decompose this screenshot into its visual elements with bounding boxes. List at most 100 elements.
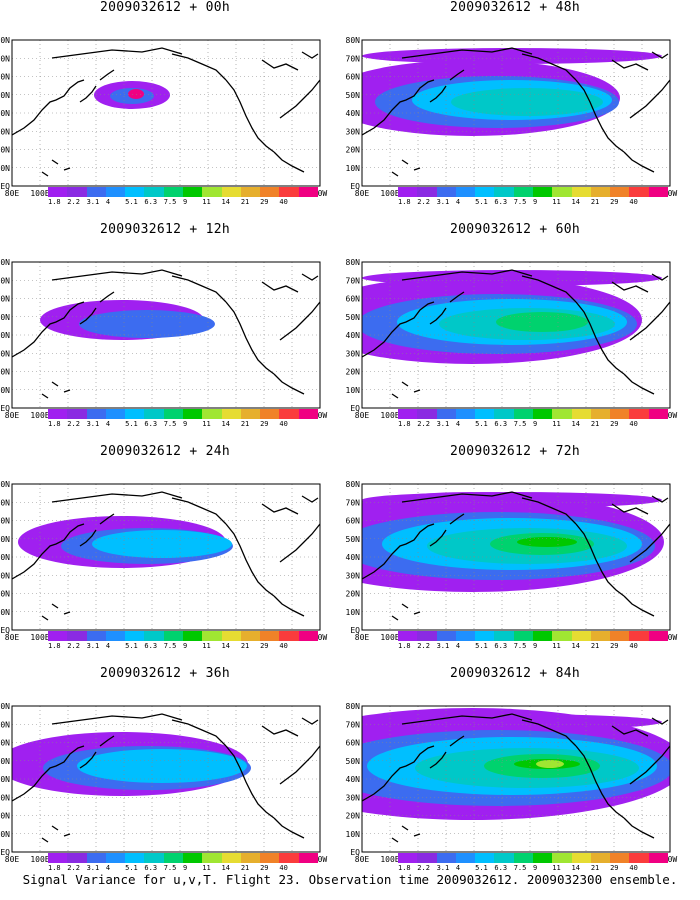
lon-label: 100E	[30, 411, 49, 420]
colorbar-swatch	[86, 409, 106, 419]
colorbar-swatch	[298, 187, 318, 197]
lon-label: 80E	[355, 855, 370, 864]
colorbar: 1.8 2.2 3.1 4 5.1 6.3 7.5 9 11 14 21 29 40	[398, 631, 668, 653]
coastline	[611, 717, 669, 737]
colorbar-swatch	[125, 853, 145, 863]
lon-label: 60W	[313, 411, 328, 420]
colorbar-swatch	[571, 631, 591, 641]
lat-label: 30N	[0, 349, 10, 358]
colorbar-label: 21	[590, 642, 600, 650]
coastline	[171, 53, 227, 81]
coastline	[279, 79, 320, 119]
colorbar-swatch	[182, 853, 203, 863]
colorbar: 1.8 2.2 3.1 4 5.1 6.3 7.5 9 11 14 21 29 40	[48, 853, 318, 875]
coastline	[12, 301, 85, 358]
coastline	[79, 513, 115, 547]
colorbar-label: 3.1	[436, 864, 450, 872]
lon-label: 80E	[5, 189, 20, 198]
colorbar-swatch	[629, 853, 649, 863]
coastline	[401, 491, 533, 503]
colorbar-swatch	[629, 187, 649, 197]
colorbar-label: 21	[590, 420, 600, 428]
lat-label: 70N	[0, 720, 10, 729]
coastline	[623, 595, 655, 617]
colorbar-label: 6.3	[494, 198, 508, 206]
lat-label: 20N	[346, 146, 361, 155]
colorbar-label: 7.5	[513, 864, 527, 872]
coastline	[225, 79, 275, 153]
colorbar-label: 5.1	[125, 198, 138, 206]
colorbar-label	[649, 642, 668, 650]
colorbar-label: 11	[552, 420, 561, 428]
colorbar-label: 7.5	[163, 864, 177, 872]
colorbar-label: 21	[240, 864, 250, 872]
coastline	[575, 301, 625, 375]
colorbar-label: 21	[590, 198, 600, 206]
colorbar-swatch	[552, 409, 572, 419]
colorbar-label: 5.1	[125, 420, 138, 428]
colorbar-swatch	[105, 187, 126, 197]
colorbar-label: 2.2	[417, 864, 430, 872]
lat-label: EQ	[0, 626, 10, 635]
lon-label: 60W	[663, 855, 678, 864]
lat-label: 50N	[0, 91, 10, 100]
colorbar-swatch	[417, 631, 437, 641]
colorbar-label: 40	[629, 198, 638, 206]
colorbar-swatch	[532, 187, 553, 197]
lat-label: EQ	[0, 404, 10, 413]
colorbar-label: 5.1	[475, 642, 488, 650]
colorbar-swatch	[398, 853, 418, 863]
colorbar-swatch	[398, 631, 418, 641]
colorbar: 1.8 2.2 3.1 4 5.1 6.3 7.5 9 11 14 21 29 40	[48, 631, 318, 653]
coastline	[401, 47, 533, 59]
colorbar-swatch	[240, 853, 261, 863]
colorbar-swatch	[610, 853, 630, 863]
coastline	[79, 69, 115, 103]
lat-label: 50N	[0, 535, 10, 544]
colorbar-swatch	[182, 187, 203, 197]
lat-label: EQ	[0, 182, 10, 191]
colorbar-label: 3.1	[86, 198, 100, 206]
colorbar-label: 6.3	[494, 420, 508, 428]
coastline	[575, 745, 625, 819]
colorbar-label: 14	[571, 864, 580, 872]
colorbar-swatch	[571, 409, 591, 419]
colorbar-swatch	[590, 853, 611, 863]
colorbar-label: 29	[610, 642, 619, 650]
coastline	[575, 79, 625, 153]
lat-label: 50N	[0, 757, 10, 766]
colorbar-swatch	[610, 409, 630, 419]
coastline	[273, 595, 305, 617]
variance-area	[362, 492, 662, 508]
lat-label: 20N	[0, 368, 10, 377]
colorbar-swatch	[144, 409, 164, 419]
coastline	[41, 603, 71, 621]
lon-label: 60W	[663, 189, 678, 198]
colorbar-label: 5.1	[125, 642, 138, 650]
lat-label: 30N	[346, 127, 361, 136]
colorbar-swatch	[648, 409, 668, 419]
colorbar-swatch	[552, 631, 572, 641]
colorbar-swatch	[260, 187, 280, 197]
colorbar-label: 40	[279, 864, 288, 872]
lat-label: 70N	[346, 720, 361, 729]
lat-label: 10N	[0, 608, 10, 617]
coastline	[611, 51, 669, 71]
coastline	[225, 523, 275, 597]
coastline	[261, 717, 319, 737]
colorbar-swatch	[144, 631, 164, 641]
colorbar-swatch	[240, 187, 261, 197]
colorbar: 1.8 2.2 3.1 4 5.1 6.3 7.5 9 11 14 21 29 40	[398, 187, 668, 209]
colorbar-label: 14	[571, 420, 580, 428]
lat-label: 10N	[346, 608, 361, 617]
lon-label: 80E	[355, 189, 370, 198]
colorbar-label: 1.8	[48, 420, 61, 428]
lat-label: EQ	[350, 626, 360, 635]
lat-label: 80N	[346, 480, 361, 489]
colorbar-swatch	[48, 409, 68, 419]
colorbar-label: 40	[629, 642, 638, 650]
lat-label: 40N	[346, 775, 361, 784]
colorbar-label: 9	[182, 198, 188, 206]
colorbar-swatch	[513, 631, 533, 641]
panel-title: 2009032612 + 00h	[99, 0, 231, 15]
